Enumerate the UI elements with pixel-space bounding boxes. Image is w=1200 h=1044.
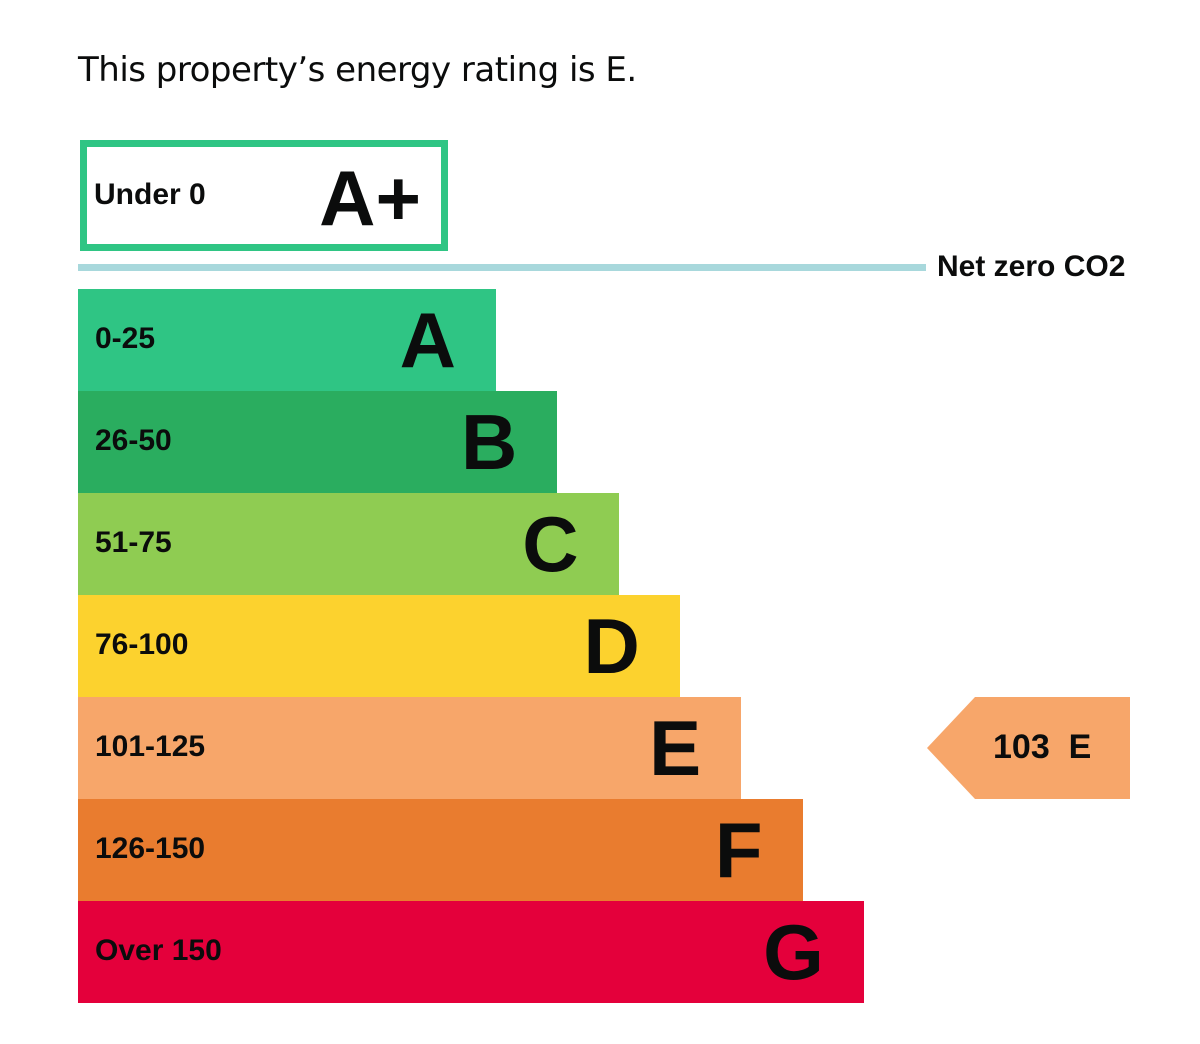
band-g: Over 150 G — [78, 901, 864, 1003]
band-range: Under 0 — [94, 178, 206, 211]
band-range: 126-150 — [95, 832, 206, 865]
band-letter: E — [649, 704, 702, 792]
band-letter: A — [399, 296, 456, 384]
band-a-plus: Under 0 A+ — [80, 140, 448, 251]
band-letter: G — [763, 908, 824, 996]
current-rating-indicator: 103 E — [927, 697, 1130, 799]
band-range: Over 150 — [95, 934, 222, 967]
band-range: 76-100 — [95, 628, 189, 661]
current-rating-arrow — [927, 697, 1130, 799]
band-letter: B — [460, 398, 518, 486]
energy-rating-heading: This property’s energy rating is E. — [78, 50, 637, 90]
band-d: 76-100 D — [78, 595, 680, 697]
band-e: 101-125 E — [78, 697, 742, 799]
band-f: 126-150 F — [78, 799, 803, 901]
band-range: 101-125 — [95, 730, 206, 763]
net-zero-line — [78, 264, 926, 271]
band-letter: A+ — [319, 154, 421, 242]
band-b: 26-50 B — [78, 391, 558, 493]
current-rating-label: 103 E — [993, 728, 1092, 766]
band-range: 51-75 — [95, 526, 172, 559]
band-a: 0-25 A — [78, 289, 496, 391]
band-letter: F — [714, 806, 763, 894]
band-range: 0-25 — [95, 322, 156, 355]
band-letter: D — [583, 602, 640, 690]
band-c: 51-75 C — [78, 493, 619, 595]
band-range: 26-50 — [95, 424, 172, 457]
band-letter: C — [522, 500, 579, 588]
net-zero-label: Net zero CO2 — [937, 250, 1126, 283]
